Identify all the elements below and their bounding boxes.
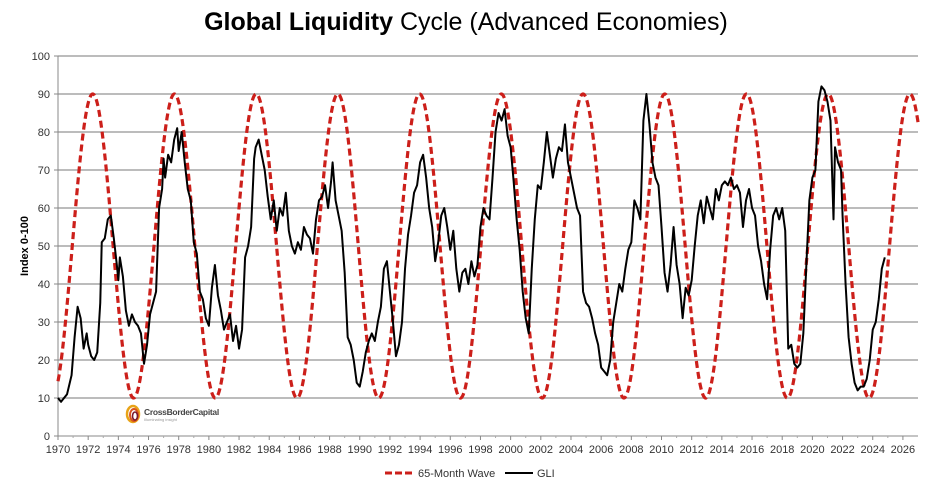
x-tick-label: 1982 [227, 444, 251, 456]
chart-title: Global Liquidity Cycle (Advanced Economi… [0, 8, 932, 37]
legend-label-wave: 65-Month Wave [418, 468, 495, 480]
y-tick-label: 40 [38, 279, 50, 291]
y-tick-labels: 0 10 20 30 40 50 60 70 80 90 100 [32, 51, 50, 443]
y-tick-label: 20 [38, 355, 50, 367]
y-tick-label: 70 [38, 165, 50, 177]
x-tick-label: 2020 [800, 444, 824, 456]
y-tick-label: 30 [38, 317, 50, 329]
legend-item-wave[interactable]: 65-Month Wave [385, 468, 495, 480]
x-tick-label: 1990 [348, 444, 372, 456]
x-tick-labels: 1970 1972 1974 1976 1978 1980 1982 1984 1986 1988… [46, 444, 915, 456]
x-tick-label: 1998 [468, 444, 492, 456]
x-tick-label: 2002 [529, 444, 553, 456]
x-tick-label: 2018 [770, 444, 794, 456]
x-tick-label: 2014 [710, 444, 734, 456]
legend: 65-Month Wave GLI [385, 468, 555, 480]
chart-title-rest: Cycle (Advanced Economies) [393, 8, 728, 36]
crossborder-capital-logo: CrossBorderCapital Illuminating insight [125, 404, 219, 424]
x-tick-label: 1970 [46, 444, 70, 456]
x-tick-label: 1972 [76, 444, 100, 456]
y-tick-label: 90 [38, 89, 50, 101]
legend-item-gli[interactable]: GLI [505, 468, 555, 480]
logo-name: CrossBorderCapital [144, 407, 219, 417]
series-line-65-month-wave [56, 92, 920, 400]
x-tick-label: 1986 [287, 444, 311, 456]
x-tick-label: 2024 [860, 444, 884, 456]
x-tick-label: 2000 [498, 444, 522, 456]
x-tick-label: 2026 [891, 444, 915, 456]
chart-title-bold: Global Liquidity [204, 8, 393, 36]
y-tick-label: 10 [38, 393, 50, 405]
axes [54, 55, 918, 440]
series-layer [56, 85, 920, 403]
x-tick-label: 2016 [740, 444, 764, 456]
x-tick-label: 1974 [106, 444, 130, 456]
series-line-gli [57, 85, 886, 403]
x-tick-label: 1976 [136, 444, 160, 456]
x-tick-label: 2008 [619, 444, 643, 456]
x-tick-label: 1992 [378, 444, 402, 456]
y-tick-label: 50 [38, 241, 50, 253]
x-tick-label: 1984 [257, 444, 281, 456]
y-axis-label: Index 0-100 [19, 216, 31, 276]
y-tick-label: 60 [38, 203, 50, 215]
x-tick-label: 2004 [559, 444, 583, 456]
y-tick-label: 100 [32, 51, 50, 63]
x-tick-label: 1988 [317, 444, 341, 456]
legend-label-gli: GLI [537, 468, 555, 480]
x-tick-label: 2022 [830, 444, 854, 456]
y-tick-label: 0 [44, 431, 50, 443]
logo-icon [125, 404, 141, 424]
x-tick-label: 1980 [197, 444, 221, 456]
logo-tagline: Illuminating insight [144, 417, 178, 422]
x-tick-label: 2010 [649, 444, 673, 456]
x-tick-label: 2006 [589, 444, 613, 456]
x-tick-label: 1996 [438, 444, 462, 456]
x-tick-label: 1978 [166, 444, 190, 456]
x-tick-label: 1994 [408, 444, 432, 456]
y-tick-label: 80 [38, 127, 50, 139]
x-tick-label: 2012 [679, 444, 703, 456]
